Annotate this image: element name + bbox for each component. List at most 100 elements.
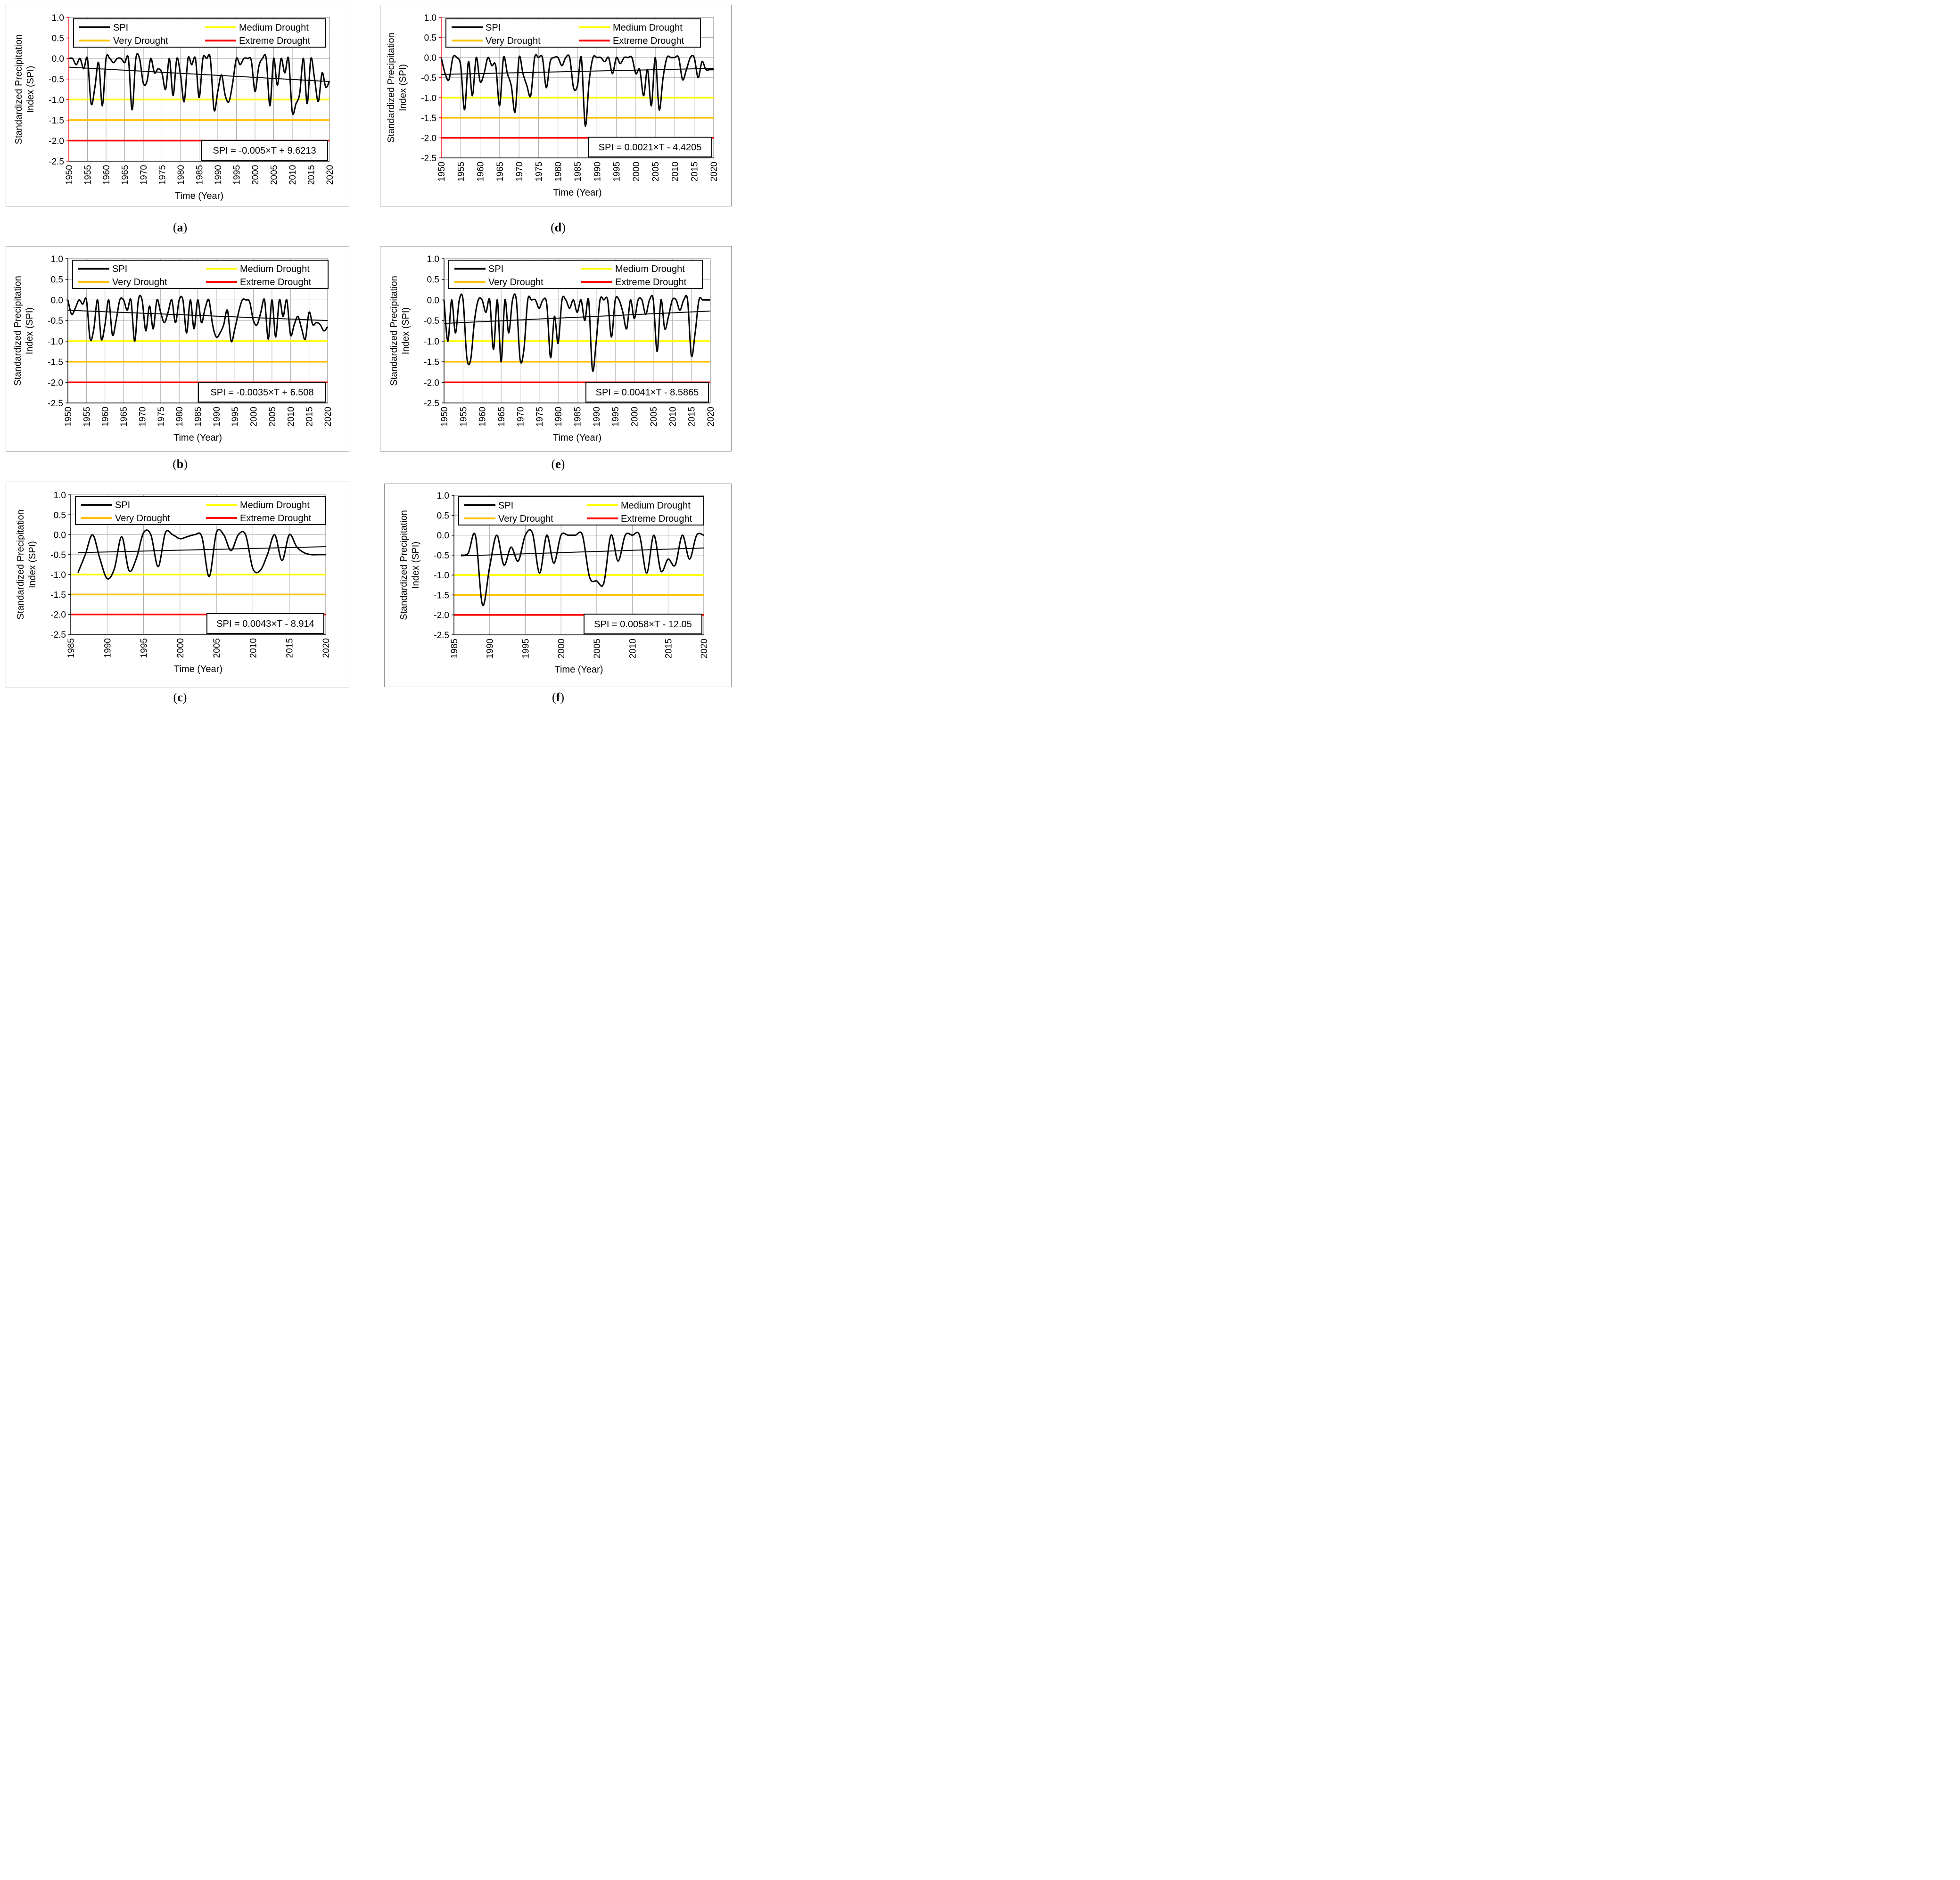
x-tick-label: 1990 xyxy=(214,165,223,185)
y-tick-label: -1.5 xyxy=(434,591,449,600)
caption-e: (e) xyxy=(551,457,565,471)
x-tick-label: 2020 xyxy=(323,407,333,427)
x-tick-label: 1950 xyxy=(65,165,74,185)
x-tick-label: 1985 xyxy=(66,638,76,658)
x-tick-label: 1955 xyxy=(83,165,93,185)
legend-label: SPI xyxy=(498,501,513,511)
y-tick-label: -1.0 xyxy=(50,570,66,580)
y-tick-label: 0.0 xyxy=(52,54,64,64)
x-axis-label: Time (Year) xyxy=(553,188,602,198)
trend-equation: SPI = 0.0043×T - 8.914 xyxy=(216,619,314,629)
legend-label: SPI xyxy=(488,264,503,274)
x-tick-label: 1995 xyxy=(140,638,149,658)
legend-label: Very Drought xyxy=(498,514,553,524)
x-tick-label: 1985 xyxy=(194,407,204,427)
chart-panel-b: 1.0 0.5 0.0 -0.5 -1.0 -1.5 -2.0 -2.5 1950 1955 196… xyxy=(6,246,349,452)
legend-label: Medium Drought xyxy=(613,23,683,33)
y-tick-label: 0.0 xyxy=(54,531,66,541)
legend-label: Extreme Drought xyxy=(621,514,692,524)
x-tick-label: 1990 xyxy=(103,638,113,658)
legend-label: Medium Drought xyxy=(615,264,685,274)
y-tick-label: -2.0 xyxy=(48,378,63,388)
x-tick-label: 1985 xyxy=(573,162,583,181)
legend-label: Very Drought xyxy=(488,277,544,287)
trend-line xyxy=(78,546,326,553)
trend-equation: SPI = -0.0035×T + 6.508 xyxy=(210,387,313,398)
y-tick-label: 0.0 xyxy=(427,296,439,305)
x-tick-label: 1985 xyxy=(195,165,205,185)
legend-label: Extreme Drought xyxy=(239,36,311,46)
x-tick-label: 2005 xyxy=(270,165,280,185)
trend-line xyxy=(444,311,711,324)
x-tick-label: 1970 xyxy=(138,407,148,427)
legend-c: SPI Medium Drought Very Drought Extreme Dro… xyxy=(75,496,326,525)
x-tick-label: 2015 xyxy=(285,638,295,658)
x-tick-label: 1960 xyxy=(102,165,112,185)
y-axis-label-line2: Index (SPI) xyxy=(27,541,38,588)
equation-box xyxy=(584,614,702,634)
y-tick-label: 1.0 xyxy=(427,254,439,264)
y-tick-label: 0.0 xyxy=(437,531,449,541)
x-tick-label: 1985 xyxy=(573,407,583,427)
y-tick-label: 1.0 xyxy=(424,13,436,23)
legend-box xyxy=(448,260,703,289)
legend-e: SPI Medium Drought Very Drought Extreme Dro… xyxy=(448,260,703,289)
x-tick-label: 2000 xyxy=(632,162,642,181)
y-tick-label: 1.0 xyxy=(51,254,63,264)
y-axis-label-line2: Index (SPI) xyxy=(401,307,411,354)
trend-line xyxy=(441,68,714,75)
legend-label: SPI xyxy=(112,264,127,274)
legend-label: SPI xyxy=(115,500,130,510)
x-tick-label: 1965 xyxy=(119,407,129,427)
y-tick-label: -1.0 xyxy=(49,95,64,105)
x-tick-label: 2000 xyxy=(249,407,259,427)
x-tick-label: 1965 xyxy=(497,407,507,427)
y-tick-label: -2.5 xyxy=(434,631,449,640)
y-axis-label-line2: Index (SPI) xyxy=(398,64,408,111)
legend-label: Extreme Drought xyxy=(240,513,312,524)
y-tick-label: -1.0 xyxy=(421,93,436,103)
x-axis-label: Time (Year) xyxy=(175,191,223,201)
trend-line xyxy=(67,310,328,321)
x-axis-label: Time (Year) xyxy=(173,433,222,443)
x-tick-label: 1980 xyxy=(175,407,185,427)
spi-series-line xyxy=(67,295,329,343)
x-tick-label: 2020 xyxy=(325,165,335,185)
y-axis-label-line1: Standardized Precipitation xyxy=(13,276,23,386)
y-axis-label-line1: Standardized Precipitation xyxy=(389,276,399,386)
legend-label: Very Drought xyxy=(486,36,541,46)
x-tick-label: 1980 xyxy=(554,407,564,427)
chart-panel-e: 1.0 0.5 0.0 -0.5 -1.0 -1.5 -2.0 -2.5 1950 1955 196… xyxy=(380,246,732,452)
x-tick-label: 2005 xyxy=(212,638,222,658)
caption-b: (b) xyxy=(173,457,188,471)
trend-equation: SPI = -0.005×T + 9.6213 xyxy=(213,146,316,156)
legend-b: SPI Medium Drought Very Drought Extreme Dro… xyxy=(72,260,329,289)
x-tick-label: 2015 xyxy=(305,407,315,427)
x-tick-label: 1955 xyxy=(459,407,469,427)
x-tick-label: 2020 xyxy=(706,407,716,427)
x-tick-label: 1960 xyxy=(478,407,488,427)
legend-box xyxy=(73,18,326,48)
chart-panel-c: 1.0 0.5 0.0 -0.5 -1.0 -1.5 -2.0 -2.5 1985 1990 199… xyxy=(6,482,349,688)
x-tick-label: 1990 xyxy=(592,407,602,427)
x-tick-label: 1960 xyxy=(101,407,111,427)
spi-series-line xyxy=(461,529,704,607)
y-tick-label: -2.0 xyxy=(50,610,66,620)
x-tick-label: 1955 xyxy=(82,407,92,427)
legend-label: Medium Drought xyxy=(240,500,310,510)
legend-label: Extreme Drought xyxy=(615,277,687,287)
x-tick-label: 2020 xyxy=(709,162,719,181)
x-tick-label: 2000 xyxy=(557,639,567,658)
x-axis-label: Time (Year) xyxy=(553,433,601,443)
equation-box xyxy=(201,140,328,161)
legend-box xyxy=(72,260,329,289)
y-tick-label: 0.5 xyxy=(437,511,449,521)
x-axis-label: Time (Year) xyxy=(174,664,222,674)
y-tick-label: -0.5 xyxy=(49,75,64,85)
y-tick-label: -0.5 xyxy=(424,316,439,326)
spi-series-line xyxy=(443,293,710,372)
